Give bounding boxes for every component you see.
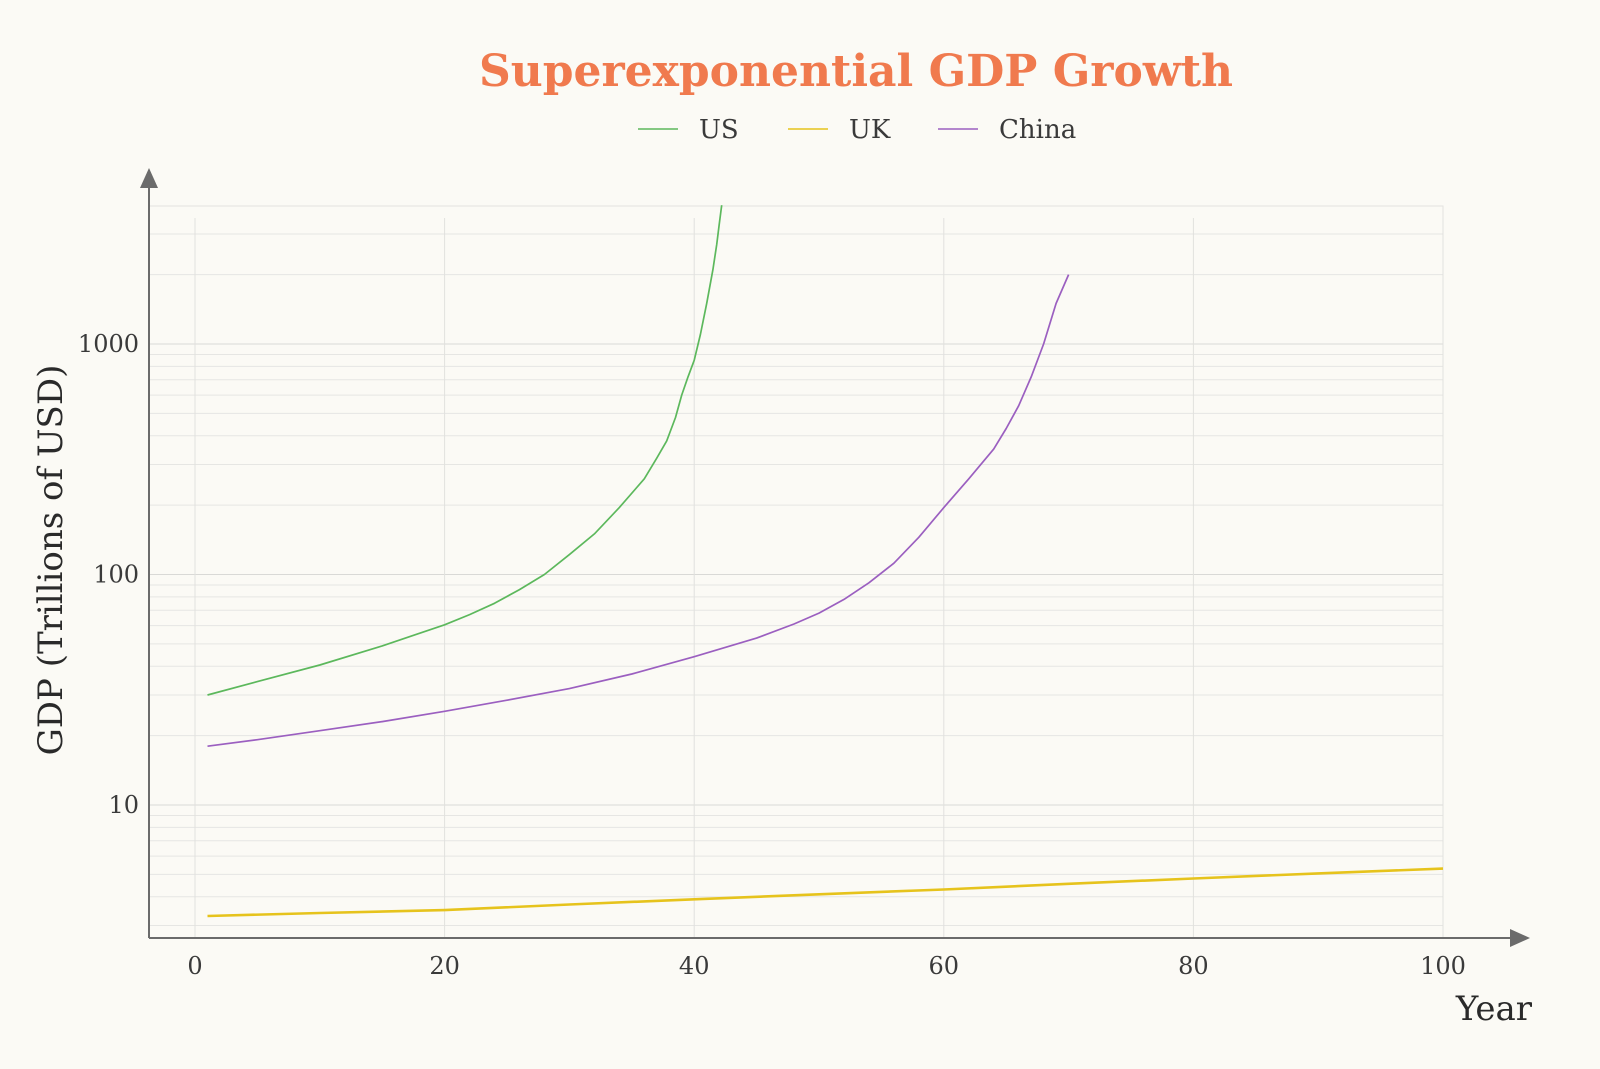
x-tick-label: 40 (679, 952, 710, 980)
y-axis-arrow (140, 168, 158, 188)
legend: US UK China (638, 115, 1076, 145)
x-tick-label: 0 (187, 952, 202, 980)
legend-label-us: US (699, 115, 739, 145)
legend-label-china: China (999, 115, 1076, 145)
series-line-china (207, 274, 1070, 748)
x-tick-label: 100 (1420, 952, 1466, 980)
plot-area-border (148, 205, 1444, 939)
x-tick-label: 20 (429, 952, 460, 980)
x-tick-label: 80 (1178, 952, 1209, 980)
grid (148, 205, 1444, 939)
x-tick-label: 60 (929, 952, 960, 980)
y-tick-label: 1000 (78, 330, 139, 358)
series-lines (207, 205, 1444, 918)
tick-labels: 0 20 40 60 80 100 10 100 1000 (78, 330, 1466, 980)
y-tick-label: 100 (93, 561, 139, 589)
series-line-uk (207, 867, 1444, 918)
axes (140, 168, 1530, 947)
chart-title: Superexponential GDP Growth (479, 46, 1233, 97)
x-axis-arrow (1510, 929, 1530, 947)
y-axis-label: GDP (Trillions of USD) (31, 365, 71, 756)
x-axis-label: Year (1455, 989, 1533, 1029)
y-tick-label: 10 (108, 791, 139, 819)
legend-label-uk: UK (849, 115, 891, 145)
series-line-us (207, 205, 723, 696)
